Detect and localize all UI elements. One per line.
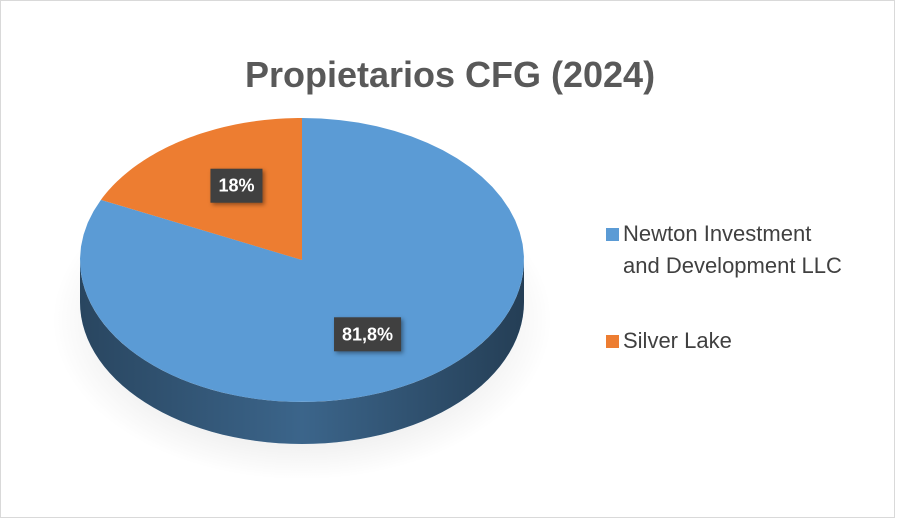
legend-label: Newton Investment and Development LLC bbox=[623, 221, 842, 278]
data-label-box bbox=[210, 168, 263, 203]
legend-swatch bbox=[606, 335, 619, 348]
data-label: 18% bbox=[210, 168, 263, 203]
data-label-text: 18% bbox=[218, 176, 254, 196]
legend-swatch bbox=[606, 228, 619, 241]
slice bbox=[80, 118, 524, 402]
legend-label: Silver Lake bbox=[623, 328, 732, 353]
data-label-box bbox=[334, 317, 402, 352]
data-label: 81,8% bbox=[334, 317, 402, 352]
slice bbox=[100, 118, 302, 260]
chart-title: Propietarios CFG (2024) bbox=[245, 54, 655, 95]
slice-side-shade bbox=[80, 260, 524, 444]
data-label-text: 81,8% bbox=[342, 324, 393, 344]
